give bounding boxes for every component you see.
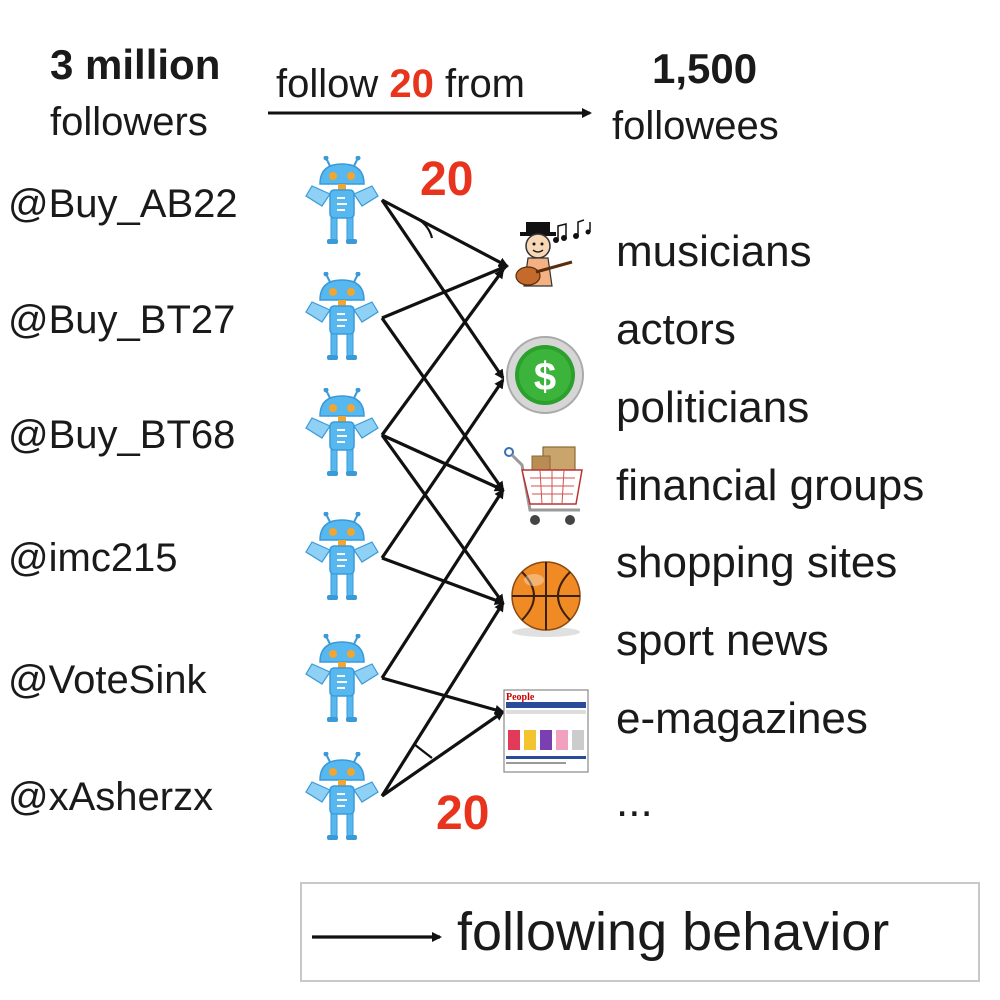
angle-arc: [417, 218, 434, 239]
account-label: @imc215: [8, 536, 178, 580]
category-label: financial groups: [616, 461, 925, 510]
magazine-logo: People: [506, 692, 535, 703]
account-label: @VoteSink: [8, 658, 207, 702]
account-label: @Buy_AB22: [8, 182, 238, 226]
category-label: ...: [616, 777, 653, 826]
followers-label: followers: [50, 100, 208, 144]
top-count: 20: [420, 153, 474, 206]
bottom-count: 20: [436, 787, 490, 840]
magazine-page-icon: People: [503, 689, 589, 773]
account-label: @Buy_BT27: [8, 298, 236, 342]
account-label: @xAsherzx: [8, 775, 214, 819]
category-label: politicians: [616, 383, 810, 432]
svg-text:$: $: [534, 355, 556, 399]
shopping-cart-icon: [504, 446, 583, 525]
robot-icon: [305, 156, 379, 245]
followees-label: followees: [612, 104, 779, 148]
follow-count: 20: [389, 62, 434, 106]
category-label: sport news: [616, 616, 829, 665]
account-label: @Buy_BT68: [8, 413, 236, 457]
basketball-icon: [511, 561, 581, 637]
category-label: shopping sites: [616, 538, 898, 587]
followers-count: 3 million: [50, 41, 221, 88]
followees-count: 1,500: [652, 45, 758, 92]
guitarist-icon: [515, 219, 591, 287]
dollar-coin-icon: $: [506, 336, 584, 414]
following-arrows: [380, 198, 509, 798]
robot-icon: [305, 752, 379, 841]
robot-icon: [305, 388, 379, 477]
robot-icon: [305, 634, 379, 723]
legend-label: following behavior: [457, 902, 890, 962]
category-label: musicians: [616, 227, 812, 276]
robot-icon: [305, 272, 379, 361]
angle-arc: [413, 743, 433, 759]
category-label: e-magazines: [616, 694, 868, 743]
robot-icon: [305, 512, 379, 601]
category-label: actors: [616, 305, 736, 354]
legend: following behavior: [300, 882, 980, 982]
follow-rule-label: follow 20 from: [276, 62, 526, 106]
